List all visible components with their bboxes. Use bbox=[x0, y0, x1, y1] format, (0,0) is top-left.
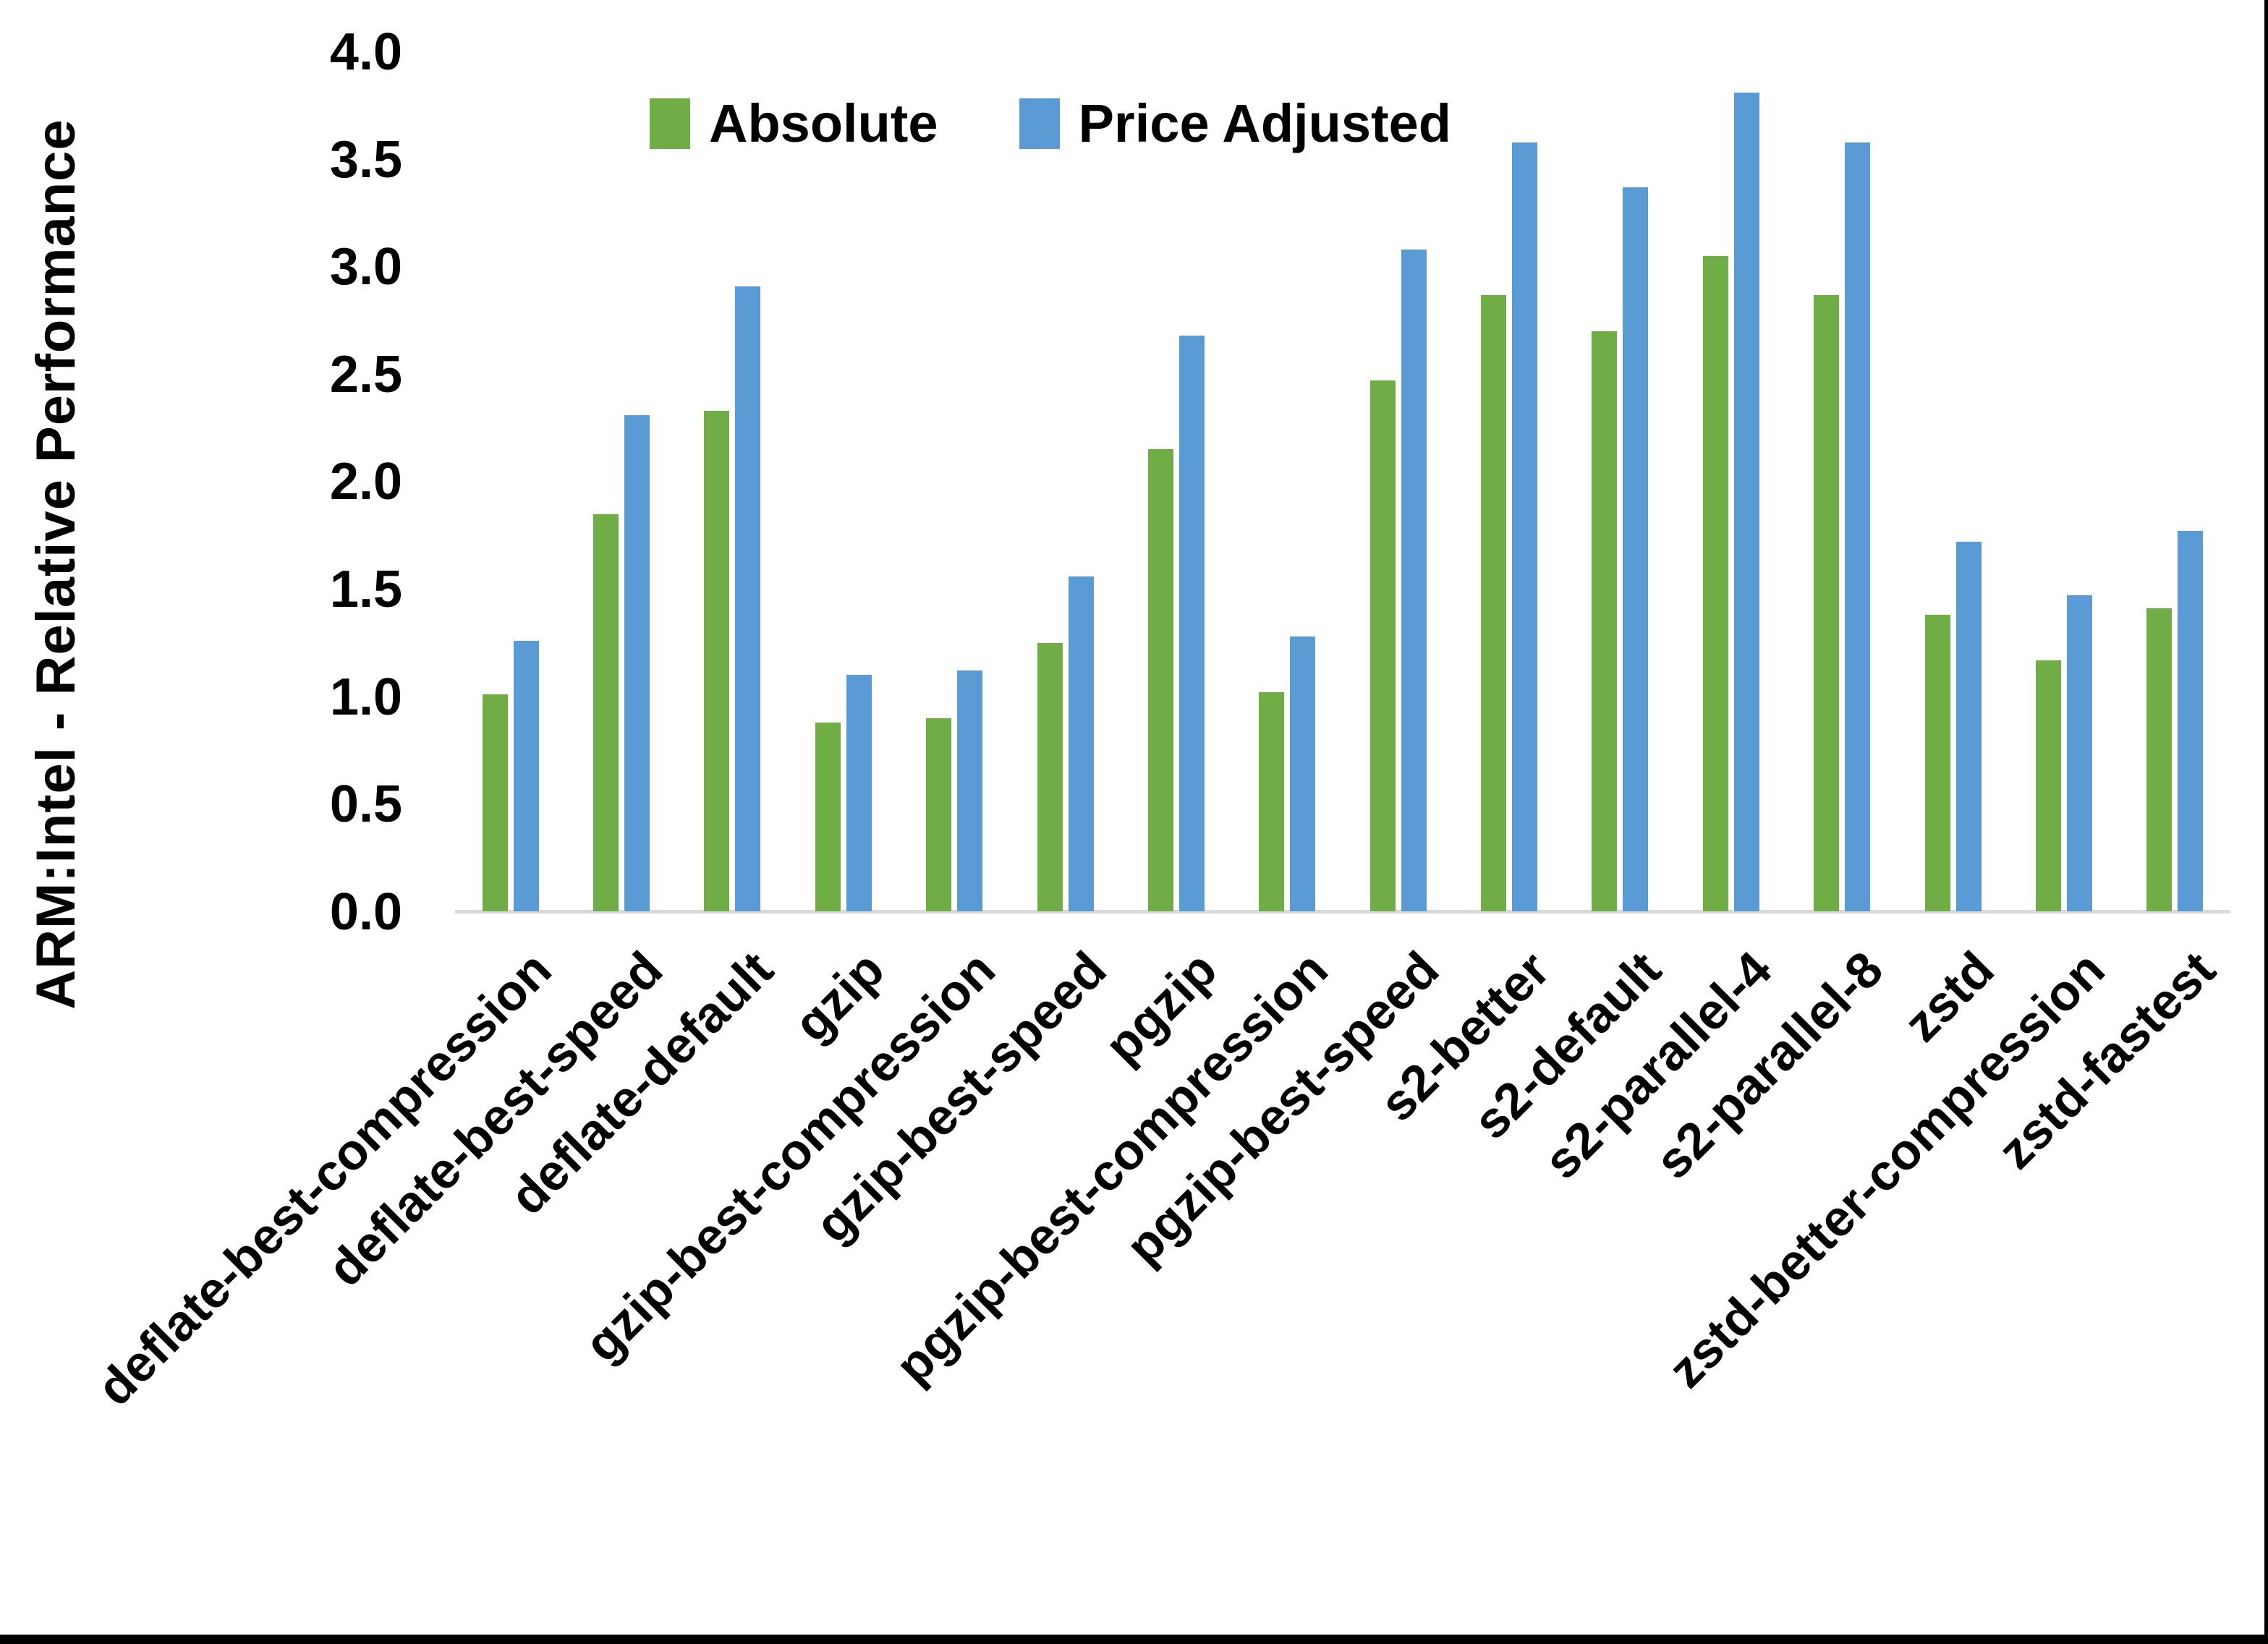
bar-absolute bbox=[1924, 615, 1950, 911]
legend-entry-price-adjusted: Price Adjusted bbox=[1019, 93, 1451, 155]
bar-absolute bbox=[1037, 642, 1063, 911]
bar-absolute bbox=[1259, 692, 1285, 911]
bar-absolute bbox=[1592, 331, 1618, 911]
bar-price-adjusted bbox=[1178, 336, 1205, 911]
bar-absolute bbox=[593, 514, 619, 911]
bar-price-adjusted bbox=[513, 640, 539, 911]
bar-price-adjusted bbox=[1845, 142, 1871, 911]
y-tick-label: 0.5 bbox=[329, 775, 402, 834]
bar-absolute bbox=[1814, 294, 1840, 911]
bar-price-adjusted bbox=[2178, 531, 2204, 911]
y-tick-label: 0.0 bbox=[329, 882, 402, 941]
bar-price-adjusted bbox=[1068, 576, 1094, 911]
window-border-right bbox=[2264, 0, 2268, 1644]
price-adjusted-series-swatch-icon bbox=[1019, 98, 1060, 149]
bar-absolute bbox=[1369, 380, 1396, 911]
bar-absolute bbox=[2146, 608, 2173, 911]
y-tick-label: 1.0 bbox=[329, 668, 402, 726]
bar-absolute bbox=[815, 722, 841, 911]
legend: Absolute Price Adjusted bbox=[650, 93, 1451, 155]
bar-absolute bbox=[1481, 294, 1507, 911]
plot-area bbox=[455, 52, 2230, 911]
bar-price-adjusted bbox=[1290, 636, 1316, 911]
bar-absolute bbox=[926, 717, 952, 911]
bar-price-adjusted bbox=[735, 286, 761, 911]
bar-price-adjusted bbox=[1733, 93, 1759, 911]
bar-absolute bbox=[482, 694, 508, 911]
bar-price-adjusted bbox=[2066, 595, 2092, 911]
bar-price-adjusted bbox=[1512, 142, 1538, 911]
legend-label: Absolute bbox=[709, 93, 938, 153]
bar-absolute bbox=[2035, 660, 2061, 911]
bar-absolute bbox=[704, 411, 730, 911]
x-category-label: deflate-best-compression bbox=[86, 940, 562, 1417]
y-tick-label: 3.5 bbox=[329, 130, 402, 189]
bar-absolute bbox=[1147, 449, 1173, 911]
absolute-series-swatch-icon bbox=[650, 98, 691, 149]
y-tick-label: 1.5 bbox=[329, 561, 402, 618]
y-tick-label: 3.0 bbox=[329, 238, 402, 297]
y-tick-label: 4.0 bbox=[329, 23, 402, 81]
bar-absolute bbox=[1702, 256, 1728, 911]
bar-price-adjusted bbox=[846, 675, 872, 911]
bar-price-adjusted bbox=[957, 670, 983, 911]
bar-price-adjusted bbox=[1623, 187, 1649, 911]
legend-label: Price Adjusted bbox=[1078, 93, 1451, 153]
y-tick-label: 2.5 bbox=[329, 345, 402, 404]
bar-price-adjusted bbox=[624, 414, 650, 911]
x-axis-line bbox=[455, 910, 2230, 913]
window-border-bottom bbox=[0, 1635, 2268, 1644]
y-tick-label: 2.0 bbox=[329, 453, 402, 511]
bar-price-adjusted bbox=[1955, 542, 1982, 911]
bar-price-adjusted bbox=[1401, 250, 1427, 911]
legend-entry-absolute: Absolute bbox=[650, 93, 938, 155]
